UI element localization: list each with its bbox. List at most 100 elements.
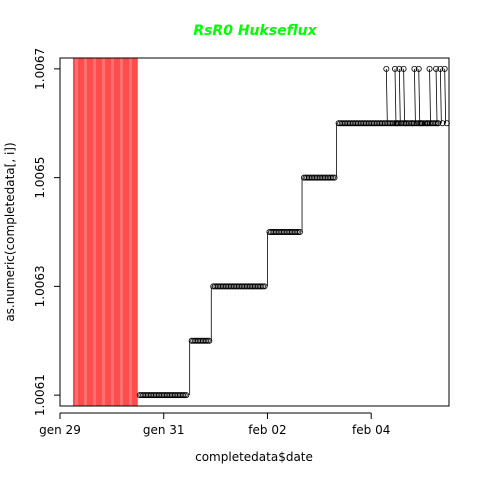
- x-tick-label: gen 31: [143, 423, 185, 437]
- highlight-band: [72, 58, 138, 406]
- chart-title: RsR0 Hukseflux: [193, 23, 317, 39]
- x-tick-label: gen 29: [39, 423, 81, 437]
- y-tick-label: 1.0067: [33, 48, 47, 90]
- data-point: [385, 120, 392, 127]
- data-point: [272, 228, 279, 235]
- data-point: [261, 283, 268, 290]
- data-point: [337, 120, 344, 127]
- data-point: [375, 120, 382, 127]
- data-point: [284, 228, 291, 235]
- highlight-band-layer: [72, 58, 138, 406]
- data-point: [274, 228, 281, 235]
- data-point: [369, 120, 376, 127]
- data-point: [328, 174, 335, 181]
- step-3: [210, 283, 268, 290]
- data-point: [204, 337, 211, 344]
- data-points: [136, 65, 450, 399]
- data-point: [321, 174, 328, 181]
- data-point: [206, 337, 213, 344]
- data-point: [181, 392, 188, 399]
- upper-point: [383, 65, 390, 72]
- lower-point: [424, 120, 431, 127]
- lower-point: [409, 120, 416, 127]
- x-axis: gen 29 gen 31 feb 02 feb 04: [39, 412, 390, 437]
- data-point: [361, 120, 368, 127]
- spike-line: [439, 68, 442, 124]
- data-point: [165, 392, 172, 399]
- spike-line: [398, 68, 401, 124]
- data-point: [280, 228, 287, 235]
- data-point: [354, 120, 361, 127]
- spike-line: [414, 68, 416, 124]
- data-point: [237, 283, 244, 290]
- data-point: [266, 228, 273, 235]
- data-point: [292, 228, 299, 235]
- data-point: [343, 120, 350, 127]
- data-point: [245, 283, 252, 290]
- data-point: [346, 120, 353, 127]
- data-point: [259, 283, 266, 290]
- data-point: [293, 228, 300, 235]
- data-point: [367, 120, 374, 127]
- step-1: [136, 392, 190, 399]
- upper-point: [400, 65, 407, 72]
- data-point: [288, 228, 295, 235]
- spike-line: [385, 68, 388, 124]
- data-point: [353, 120, 360, 127]
- lower-point: [435, 120, 442, 127]
- data-point: [359, 120, 366, 127]
- data-point: [426, 120, 433, 127]
- data-point: [258, 283, 265, 290]
- data-point: [295, 228, 302, 235]
- upper-point: [433, 65, 440, 72]
- y-axis: 1.0061 1.0063 1.0065 1.0067: [33, 48, 61, 416]
- data-point: [157, 392, 164, 399]
- lower-point: [417, 120, 424, 127]
- data-point: [391, 120, 398, 127]
- data-point: [386, 120, 393, 127]
- data-point: [290, 228, 297, 235]
- upper-point: [396, 65, 403, 72]
- data-point: [433, 120, 440, 127]
- data-point: [141, 392, 148, 399]
- y-tick-label: 1.0061: [33, 374, 47, 416]
- upper-point: [391, 65, 398, 72]
- spike-line: [429, 68, 431, 124]
- data-point: [351, 120, 358, 127]
- data-point: [196, 337, 203, 344]
- data-point: [173, 392, 180, 399]
- step-4: [266, 228, 303, 235]
- data-point: [255, 283, 262, 290]
- data-point: [329, 174, 336, 181]
- data-point: [268, 228, 275, 235]
- data-point: [335, 120, 342, 127]
- data-point: [276, 228, 283, 235]
- data-point: [253, 283, 260, 290]
- data-point: [221, 283, 228, 290]
- data-point: [304, 174, 311, 181]
- data-point: [251, 283, 258, 290]
- x-tick-label: feb 04: [352, 423, 390, 437]
- data-point: [401, 120, 408, 127]
- upper-point: [441, 65, 448, 72]
- data-point: [378, 120, 385, 127]
- data-point: [312, 174, 319, 181]
- spike-line: [435, 68, 438, 124]
- y-tick-label: 1.0065: [33, 157, 47, 199]
- data-point: [213, 283, 220, 290]
- step-2: [188, 337, 213, 344]
- upper-point: [411, 65, 418, 72]
- data-point: [149, 392, 156, 399]
- data-point: [315, 174, 322, 181]
- data-point: [188, 337, 195, 344]
- spike-line: [394, 68, 397, 124]
- data-point: [323, 174, 330, 181]
- lower-point: [394, 120, 401, 127]
- data-point: [183, 392, 190, 399]
- data-point: [296, 228, 303, 235]
- data-point: [203, 337, 210, 344]
- data-point: [370, 120, 377, 127]
- y-axis-label: as.numeric(completedata[, i]): [3, 142, 17, 321]
- data-point: [410, 120, 417, 127]
